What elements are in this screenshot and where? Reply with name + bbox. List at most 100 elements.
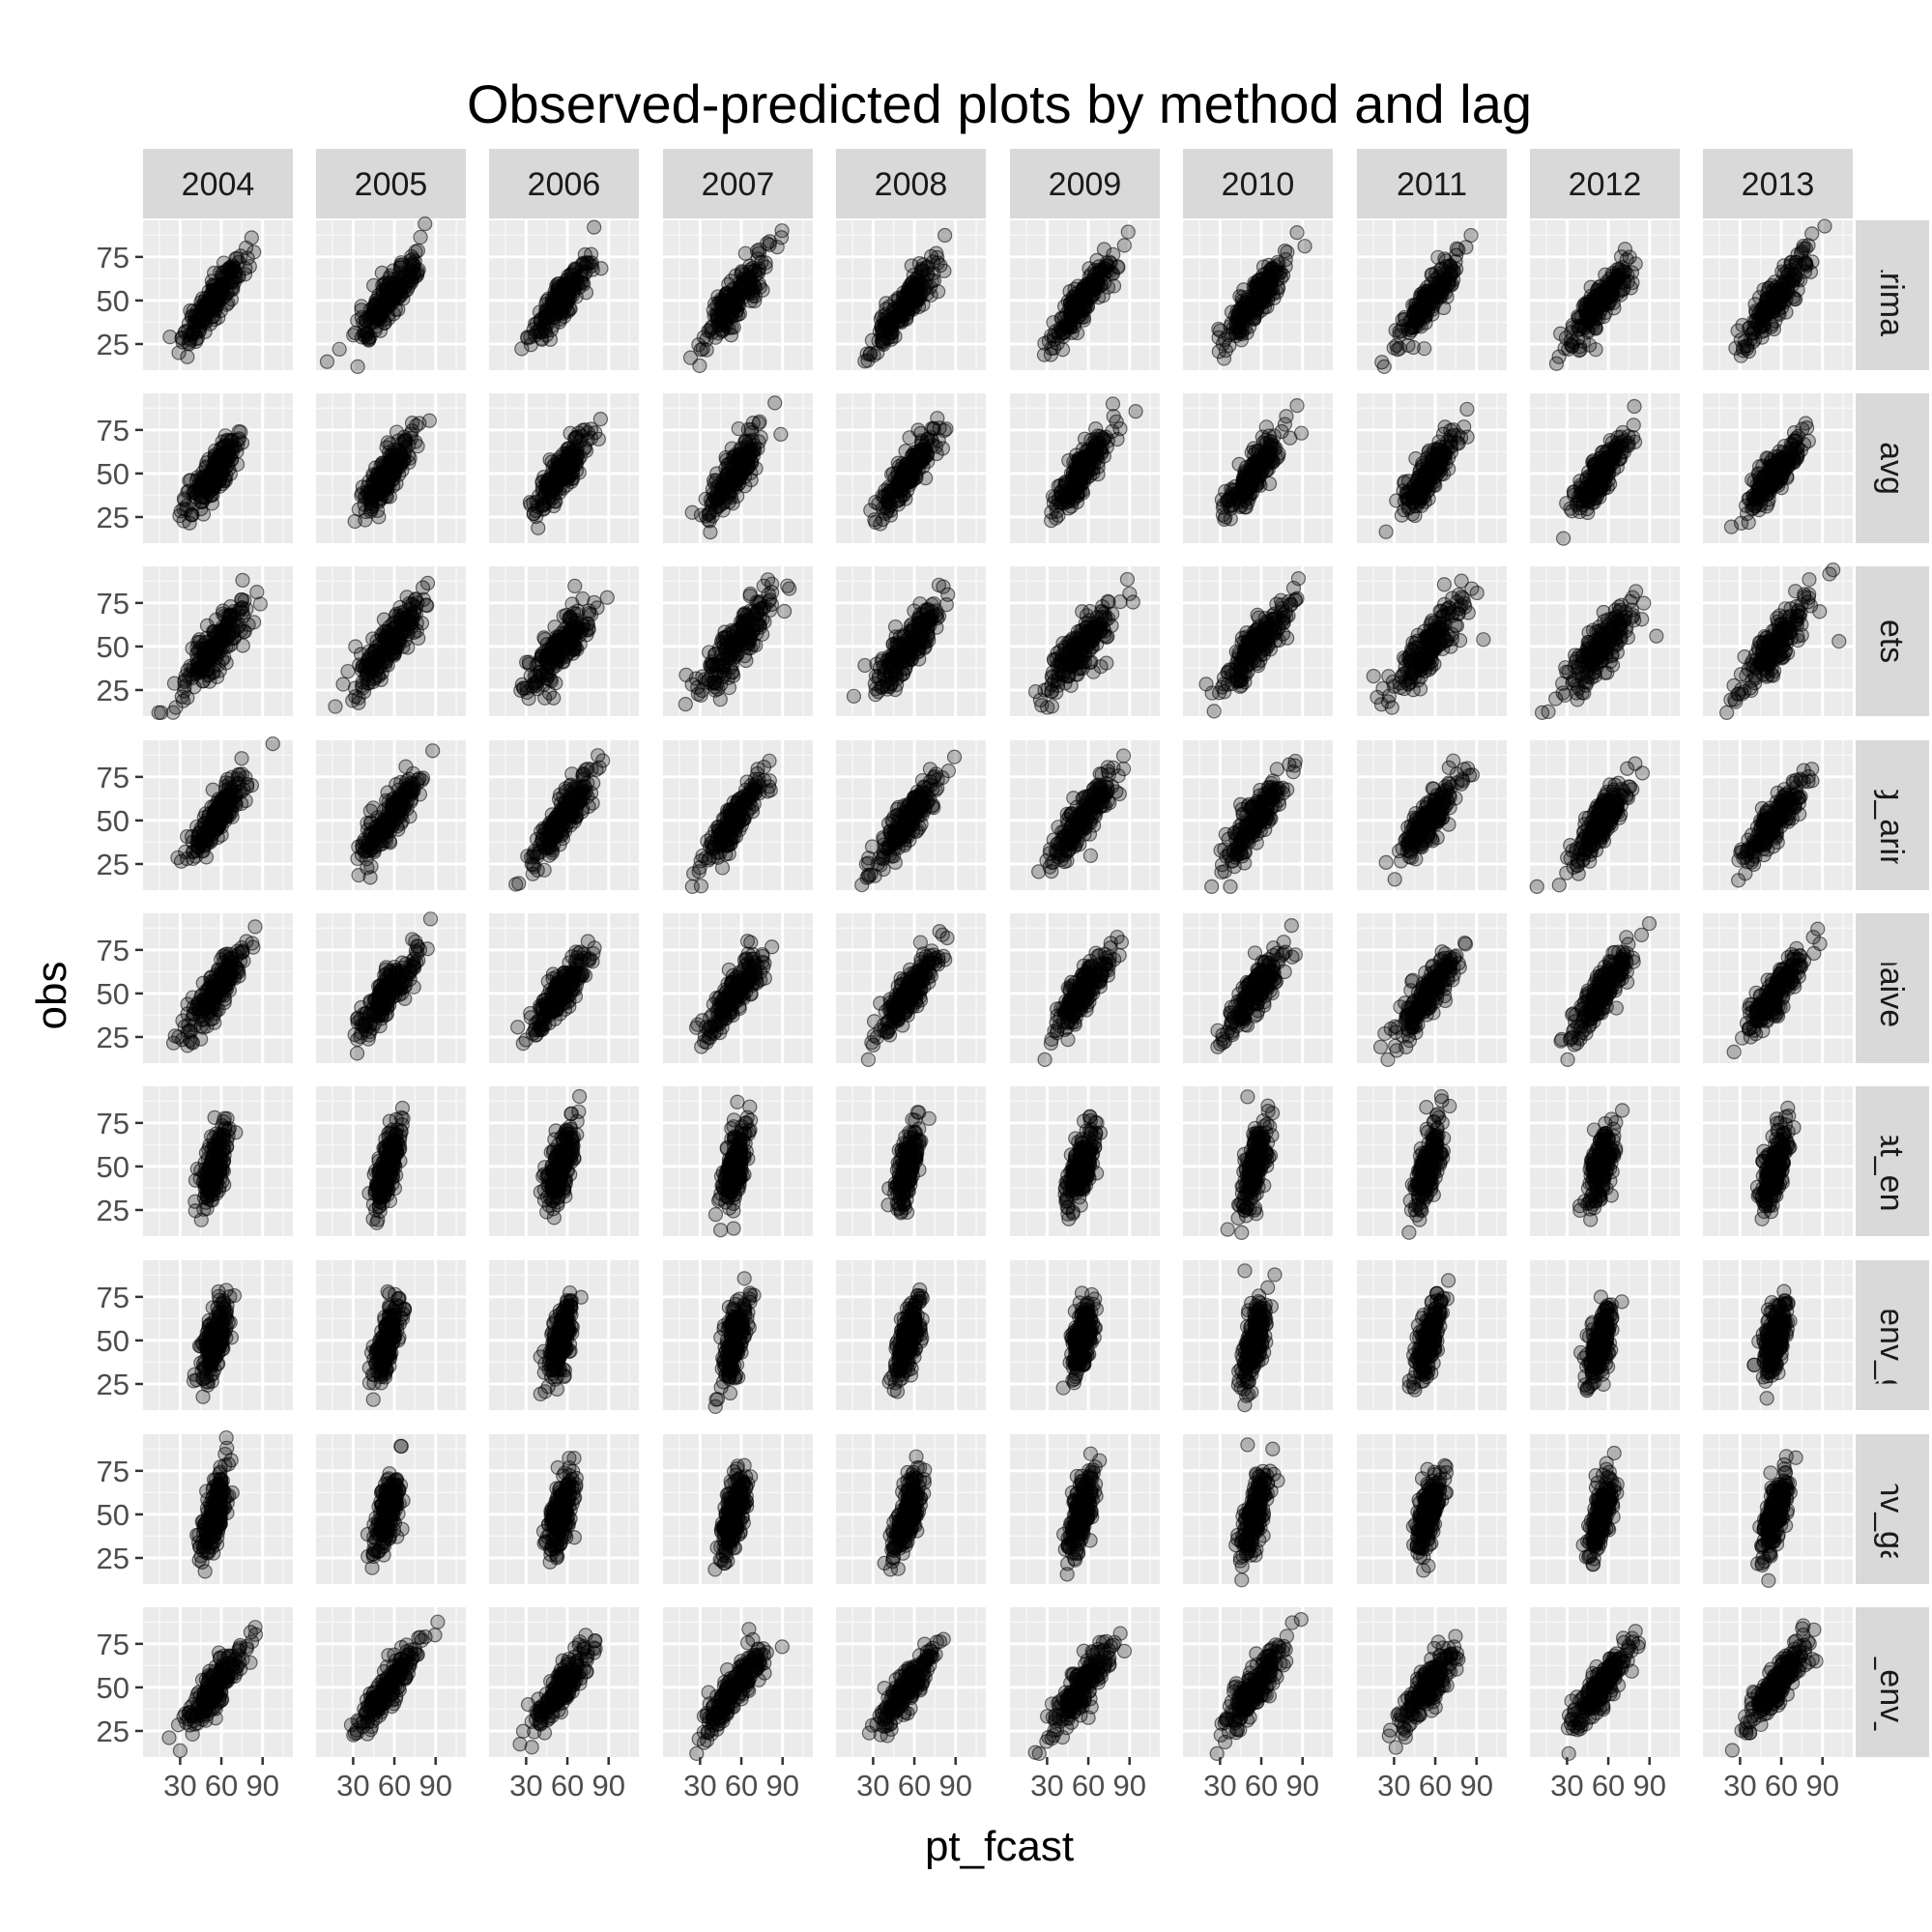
data-point <box>336 678 350 691</box>
data-point <box>1614 430 1628 444</box>
data-point <box>1578 321 1592 334</box>
column-strip-label: 2004 <box>182 166 255 203</box>
data-point <box>1224 512 1237 526</box>
y-tick-label: 50 <box>97 630 130 664</box>
data-point <box>712 491 726 505</box>
data-point <box>718 314 732 328</box>
data-point <box>408 267 421 280</box>
data-point <box>1746 492 1760 505</box>
data-point <box>548 310 562 324</box>
data-point <box>1628 400 1641 414</box>
data-point <box>1066 466 1080 479</box>
data-point <box>697 331 710 344</box>
data-point <box>1617 446 1630 459</box>
data-point <box>1267 443 1281 456</box>
data-point <box>560 290 573 303</box>
data-point <box>1438 252 1452 266</box>
data-point <box>1412 479 1426 493</box>
data-point <box>173 509 187 523</box>
data-point <box>1557 532 1571 545</box>
data-point <box>404 608 418 621</box>
column-strip-label: 2008 <box>875 166 948 203</box>
data-point <box>699 492 712 505</box>
data-point <box>398 436 412 449</box>
data-point <box>1782 458 1796 472</box>
data-point <box>547 482 561 496</box>
data-point <box>1280 410 1293 423</box>
data-point <box>367 672 381 685</box>
data-point <box>740 280 754 294</box>
y-tick-label: 25 <box>97 328 130 361</box>
data-point <box>588 220 601 234</box>
data-point <box>717 296 731 309</box>
data-point <box>932 434 945 447</box>
data-point <box>1247 457 1260 471</box>
data-point <box>914 426 928 440</box>
data-point <box>1237 283 1251 297</box>
column-strip-label: 2006 <box>528 166 601 203</box>
data-point <box>198 490 212 504</box>
data-point <box>1395 508 1408 522</box>
data-point <box>1117 239 1131 252</box>
data-point <box>1590 303 1603 317</box>
data-point <box>332 342 346 356</box>
data-point <box>406 417 419 430</box>
data-point <box>532 521 545 534</box>
data-point <box>555 469 568 482</box>
data-point <box>1799 417 1812 430</box>
data-point <box>1060 320 1074 333</box>
data-point <box>365 491 379 505</box>
data-point <box>768 396 782 410</box>
data-point <box>909 471 923 484</box>
data-point <box>547 691 561 705</box>
y-tick-label: 50 <box>97 284 130 318</box>
data-point <box>216 622 230 636</box>
data-point <box>906 292 919 305</box>
data-point <box>360 329 374 342</box>
data-point <box>1375 356 1389 369</box>
data-point <box>1095 446 1109 459</box>
data-point <box>774 427 788 441</box>
data-point <box>1594 481 1607 495</box>
data-point <box>1452 243 1465 256</box>
data-point <box>881 332 895 345</box>
data-point <box>1418 284 1431 298</box>
column-strip-label: 2007 <box>702 166 775 203</box>
data-point <box>320 355 333 368</box>
data-point <box>1623 250 1636 264</box>
data-point <box>1106 397 1119 411</box>
data-point <box>341 665 355 678</box>
data-point <box>578 248 591 262</box>
data-point <box>1741 506 1754 520</box>
data-point <box>1799 257 1812 271</box>
data-point <box>234 623 247 637</box>
data-point <box>1409 451 1423 465</box>
data-point <box>236 593 249 607</box>
data-point <box>1226 499 1239 512</box>
data-point <box>1267 429 1281 443</box>
data-point <box>379 643 392 656</box>
data-point <box>1464 229 1478 243</box>
data-point <box>685 505 699 519</box>
facet-grid: 2004 2005 2006 2007 2008 2009 2010 2011 2012 2013… <box>97 149 1929 1802</box>
y-tick-label: 25 <box>97 674 130 707</box>
data-point <box>402 456 416 470</box>
data-point <box>1052 479 1065 493</box>
row-strip-label: spat_env_gam <box>1873 1227 1910 1443</box>
data-point <box>1565 326 1578 339</box>
data-point <box>726 497 739 510</box>
data-point <box>1067 290 1081 303</box>
data-point <box>560 447 573 460</box>
data-point <box>1298 240 1312 253</box>
data-point <box>1129 405 1142 418</box>
outlier-point <box>245 231 258 245</box>
data-point <box>1418 342 1431 356</box>
data-point <box>568 579 582 592</box>
data-point <box>1222 329 1235 342</box>
data-point <box>1460 402 1474 416</box>
data-point <box>1439 440 1453 453</box>
data-point <box>1218 352 1231 365</box>
y-tick-label: 25 <box>97 501 130 534</box>
column-strip-label: 2005 <box>355 166 428 203</box>
data-point <box>211 293 224 306</box>
